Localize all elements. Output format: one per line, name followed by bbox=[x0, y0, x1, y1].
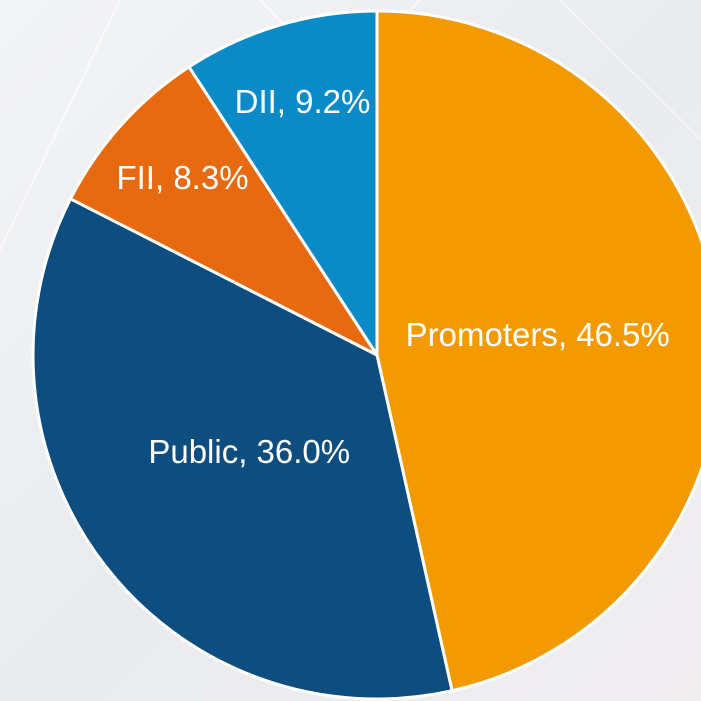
pie-slice bbox=[375, 9, 701, 693]
pie-slice bbox=[187, 9, 379, 357]
slice-label: Public, 36.0% bbox=[148, 433, 350, 470]
pie-slice bbox=[31, 197, 454, 701]
labels: Promoters, 46.5% Public, 36.0% FII, 8.3% DI… bbox=[116, 83, 669, 470]
slice-label: DII, 9.2% bbox=[235, 83, 371, 120]
slice-label: Promoters, 46.5% bbox=[406, 316, 670, 353]
pie-slice bbox=[68, 65, 379, 357]
slice-label: FII, 8.3% bbox=[116, 159, 248, 196]
pie bbox=[31, 9, 701, 701]
